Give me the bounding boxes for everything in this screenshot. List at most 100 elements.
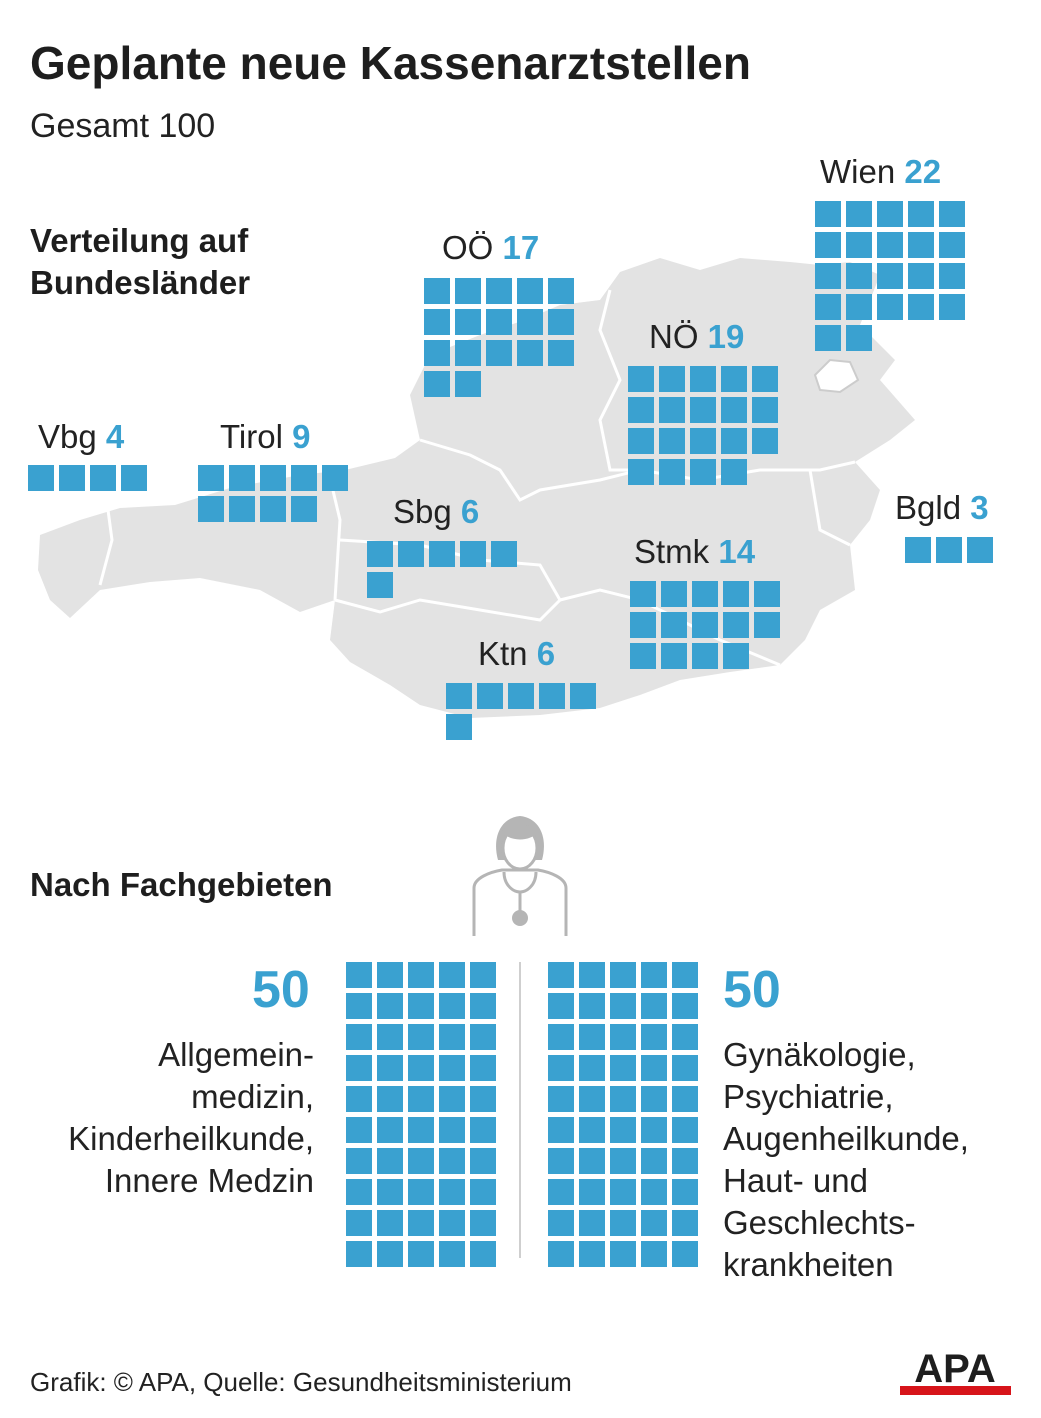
unit-square-noe <box>752 366 778 392</box>
unit-square-specialty-right <box>548 1024 574 1050</box>
region-name: OÖ <box>442 229 494 266</box>
unit-square-specialty-right <box>641 1210 667 1236</box>
unit-square-stmk <box>754 581 780 607</box>
unit-square-specialty-left <box>439 1241 465 1267</box>
unit-square-specialty-left <box>377 1086 403 1112</box>
region-name: NÖ <box>649 318 699 355</box>
unit-square-noe <box>690 459 716 485</box>
unit-square-ktn <box>539 683 565 709</box>
specialty-grid-left <box>346 962 496 1267</box>
region-value: 4 <box>105 418 125 455</box>
region-grid-ktn <box>446 683 596 740</box>
region-label-wien: Wien 22 <box>820 155 941 188</box>
unit-square-specialty-left <box>439 1086 465 1112</box>
unit-square-specialty-left <box>377 1210 403 1236</box>
unit-square-wien <box>815 325 841 351</box>
unit-square-wien <box>846 325 872 351</box>
unit-square-specialty-right <box>548 993 574 1019</box>
specialty-label-line: krankheiten <box>723 1246 894 1283</box>
unit-square-specialty-left <box>346 1055 372 1081</box>
unit-square-specialty-left <box>470 1086 496 1112</box>
unit-square-ooe <box>517 309 543 335</box>
unit-square-specialty-left <box>439 1210 465 1236</box>
unit-square-ooe <box>486 278 512 304</box>
wien-shape <box>813 358 860 394</box>
region-label-sbg: Sbg 6 <box>393 495 479 528</box>
unit-square-ooe <box>455 278 481 304</box>
unit-square-wien <box>939 263 965 289</box>
unit-square-ooe <box>486 340 512 366</box>
specialty-label-line: Allgemein- <box>158 1036 314 1073</box>
region-label-noe: NÖ 19 <box>649 320 744 353</box>
unit-square-specialty-right <box>610 1210 636 1236</box>
unit-square-bgld <box>936 537 962 563</box>
unit-square-specialty-right <box>641 1024 667 1050</box>
unit-square-specialty-right <box>641 962 667 988</box>
chart-subtitle: Gesamt 100 <box>30 107 216 145</box>
unit-square-tirol <box>260 496 286 522</box>
unit-square-noe <box>721 428 747 454</box>
unit-square-specialty-right <box>579 993 605 1019</box>
unit-square-stmk <box>661 612 687 638</box>
unit-square-ktn <box>508 683 534 709</box>
unit-square-specialty-left <box>377 962 403 988</box>
unit-square-tirol <box>198 465 224 491</box>
unit-square-specialty-right <box>579 1148 605 1174</box>
unit-square-vbg <box>28 465 54 491</box>
region-grid-noe <box>628 366 778 485</box>
unit-square-specialty-left <box>470 1210 496 1236</box>
unit-square-sbg <box>429 541 455 567</box>
unit-square-wien <box>815 232 841 258</box>
unit-square-specialty-left <box>470 1055 496 1081</box>
unit-square-noe <box>721 397 747 423</box>
unit-square-specialty-right <box>641 1179 667 1205</box>
unit-square-specialty-right <box>672 1117 698 1143</box>
region-value: 17 <box>502 229 540 266</box>
unit-square-ooe <box>548 340 574 366</box>
unit-square-ktn <box>446 714 472 740</box>
unit-square-specialty-right <box>579 1055 605 1081</box>
region-value: 14 <box>718 533 756 570</box>
unit-square-ooe <box>486 309 512 335</box>
unit-square-specialty-left <box>346 1024 372 1050</box>
unit-square-noe <box>690 397 716 423</box>
unit-square-specialty-left <box>439 1117 465 1143</box>
specialty-label-line: Gynäkologie, <box>723 1036 916 1073</box>
unit-square-specialty-left <box>439 1179 465 1205</box>
unit-square-specialty-right <box>579 1086 605 1112</box>
region-label-stmk: Stmk 14 <box>634 535 755 568</box>
unit-square-specialty-right <box>610 1055 636 1081</box>
unit-square-specialty-right <box>672 1241 698 1267</box>
unit-square-sbg <box>460 541 486 567</box>
unit-square-specialty-right <box>641 1117 667 1143</box>
region-label-ktn: Ktn 6 <box>478 637 555 670</box>
unit-square-noe <box>721 366 747 392</box>
unit-square-wien <box>877 263 903 289</box>
unit-square-wien <box>846 201 872 227</box>
unit-square-specialty-right <box>548 962 574 988</box>
unit-square-specialty-right <box>610 1117 636 1143</box>
unit-square-specialty-left <box>346 1117 372 1143</box>
region-value: 22 <box>904 153 942 190</box>
unit-square-stmk <box>630 581 656 607</box>
unit-square-specialty-right <box>579 1241 605 1267</box>
unit-square-specialty-right <box>548 1148 574 1174</box>
unit-square-noe <box>628 397 654 423</box>
region-label-ooe: OÖ 17 <box>442 231 539 264</box>
specialty-right-value: 50 <box>723 961 781 1019</box>
specialty-grid-right <box>548 962 698 1267</box>
region-grid-sbg <box>367 541 517 598</box>
unit-square-specialty-left <box>470 1148 496 1174</box>
unit-square-specialty-right <box>579 1024 605 1050</box>
unit-square-specialty-right <box>610 993 636 1019</box>
unit-square-ktn <box>446 683 472 709</box>
unit-square-wien <box>815 263 841 289</box>
unit-square-specialty-left <box>408 1024 434 1050</box>
unit-square-specialty-left <box>408 1148 434 1174</box>
unit-square-wien <box>908 232 934 258</box>
unit-square-tirol <box>229 496 255 522</box>
unit-square-noe <box>659 397 685 423</box>
unit-square-noe <box>690 366 716 392</box>
region-value: 6 <box>536 635 556 672</box>
unit-square-tirol <box>291 465 317 491</box>
